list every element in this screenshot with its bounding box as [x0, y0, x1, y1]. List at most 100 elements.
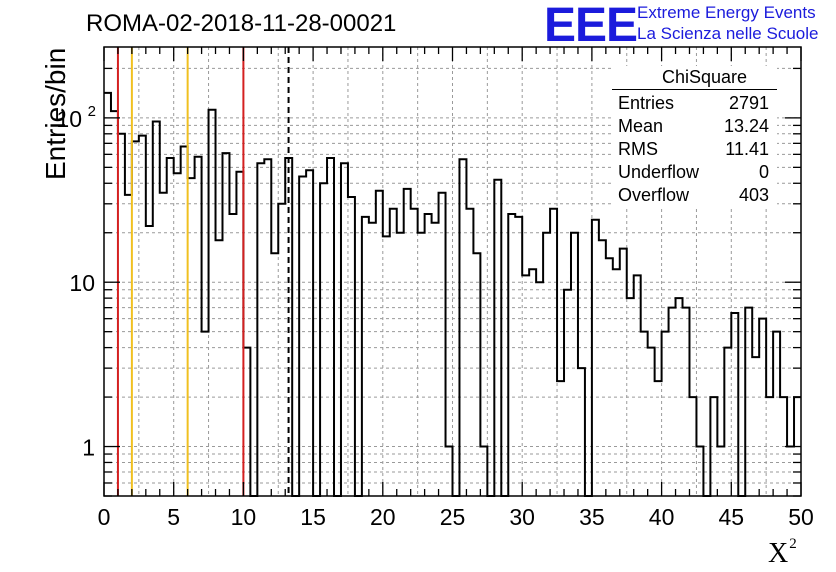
histogram-bin: [369, 223, 376, 496]
histogram-bin: [550, 209, 557, 496]
y-tick-labels: 1 10 10 2: [56, 103, 96, 461]
histogram-bin: [139, 136, 146, 496]
histogram-bin: [209, 110, 216, 496]
stats-box: ChiSquare Entries 2791 Mean 13.24 RMS 11…: [612, 66, 777, 207]
logo-line-1: Extreme Energy Events: [637, 3, 816, 22]
histogram-bin: [118, 134, 125, 496]
stats-value: 13.24: [723, 116, 769, 136]
histogram-bin: [236, 172, 243, 496]
histogram-bin: [759, 319, 766, 496]
histogram-bin: [411, 209, 418, 496]
stats-value: 11.41: [725, 139, 769, 159]
histogram-bin: [174, 173, 181, 496]
histogram-bin: [648, 348, 655, 496]
histogram-bin: [459, 159, 466, 496]
histogram-bin: [787, 447, 794, 496]
histogram-bin: [397, 233, 404, 496]
histogram-bin: [773, 332, 780, 496]
histogram-bin: [662, 332, 669, 496]
logo-line-2: La Scienza nelle Scuole: [637, 24, 819, 43]
histogram-bin: [202, 332, 209, 496]
histogram-bin: [529, 269, 536, 496]
histogram-bin: [683, 308, 690, 496]
histogram-bin: [271, 253, 278, 496]
histogram-bin: [216, 240, 223, 496]
x-tick-label: 15: [300, 504, 326, 530]
x-tick-label: 45: [719, 504, 745, 530]
histogram-bin: [634, 275, 641, 496]
histogram-bin: [153, 122, 160, 496]
y-tick-label: 10: [56, 106, 82, 132]
histogram-bin: [341, 163, 348, 496]
x-tick-label: 0: [98, 504, 111, 530]
x-tick-labels: 0 5 10 15 20 25 30 35 40 45 50: [98, 504, 814, 530]
histogram-bin: [243, 348, 250, 496]
histogram-bin: [446, 447, 453, 496]
histogram-bin: [557, 381, 564, 496]
histogram-bin: [466, 209, 473, 496]
histogram-bin: [404, 189, 411, 496]
histogram-bin: [522, 275, 529, 496]
histogram-bin: [578, 368, 585, 496]
y-tick-label: 1: [82, 435, 95, 461]
histogram-bin: [613, 269, 620, 496]
histogram-bin: [327, 158, 334, 496]
x-tick-label: 20: [370, 504, 396, 530]
histogram-bin: [655, 381, 662, 496]
histogram-bin: [731, 313, 738, 496]
stats-row-rms: RMS 11.41: [612, 138, 777, 161]
x-tick-label: 35: [579, 504, 605, 530]
stats-title: ChiSquare: [612, 66, 777, 90]
histogram-outline: [104, 91, 801, 497]
histogram-bin: [689, 397, 696, 496]
histogram-bin: [195, 157, 202, 496]
histogram-bin: [515, 217, 522, 496]
y-axis-label: Entries/bin: [40, 47, 71, 180]
x-tick-label: 40: [649, 504, 675, 530]
x-tick-label: 5: [167, 504, 180, 530]
histogram-bin: [432, 223, 439, 496]
histogram-bin: [480, 447, 487, 496]
x-tick-label: 25: [440, 504, 466, 530]
histogram-bin: [222, 153, 229, 496]
histogram-bin: [257, 163, 264, 496]
histogram-bin: [766, 397, 773, 496]
histogram-bin: [188, 178, 195, 496]
histogram-bin: [390, 209, 397, 496]
histogram-bin: [543, 233, 550, 496]
stats-row-mean: Mean 13.24: [612, 115, 777, 138]
chart-title: ROMA-02-2018-11-28-00021: [86, 10, 397, 37]
stats-value: 403: [738, 185, 769, 205]
x-axis-label: X: [768, 538, 789, 569]
stats-label: RMS: [618, 139, 658, 159]
histogram-bin: [696, 447, 703, 496]
histogram-bin: [473, 253, 480, 496]
stats-value: 2791: [728, 93, 769, 113]
histogram-bin: [418, 233, 425, 496]
histogram-bin: [111, 111, 118, 496]
histogram-bin: [620, 249, 627, 496]
histogram-bin: [278, 204, 285, 496]
histogram-bin: [264, 159, 271, 496]
histogram-bin: [146, 226, 153, 496]
histogram-bin: [752, 357, 759, 496]
histogram-bin: [439, 193, 446, 496]
y-tick-label-exponent: 2: [88, 103, 96, 120]
logo-text: EEE: [544, 0, 638, 52]
eee-logo: EEE Extreme Energy Events La Scienza nel…: [544, 0, 834, 52]
stats-label: Underflow: [618, 162, 700, 182]
histogram-bin: [536, 282, 543, 496]
histogram-bin: [376, 191, 383, 496]
histogram-bin: [229, 214, 236, 496]
histogram-bin: [710, 397, 717, 496]
axis-ticks: [103, 47, 802, 497]
histogram-bin: [320, 183, 327, 496]
histogram-bin: [571, 233, 578, 496]
histogram-bin: [641, 332, 648, 496]
x-tick-label: 50: [788, 504, 814, 530]
histogram-bin: [362, 217, 369, 496]
stats-row-overflow: Overflow 403: [612, 184, 777, 207]
histogram-bin: [299, 176, 306, 496]
histogram-bin: [717, 447, 724, 496]
